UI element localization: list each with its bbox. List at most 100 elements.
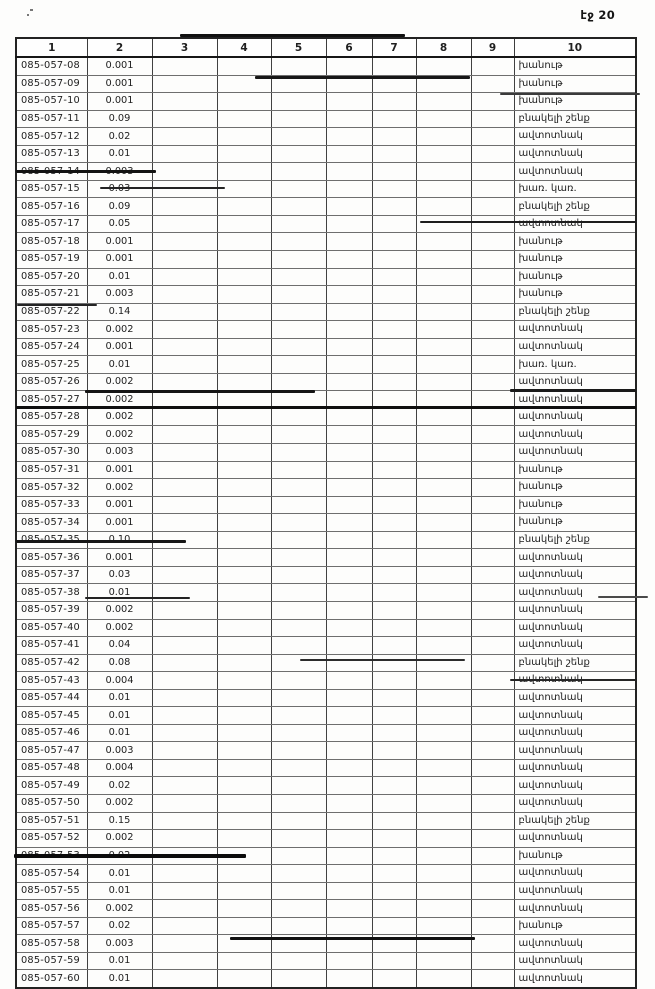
cell-3 (151, 530, 218, 550)
cell-6 (325, 793, 373, 813)
cell-7 (371, 267, 417, 287)
cell-8 (415, 127, 472, 146)
cell-8 (415, 706, 472, 725)
cell-7 (371, 600, 417, 620)
column-header-5: 5 (270, 37, 327, 58)
table-row: 085-057-17 0.05 ավտոտնակ (15, 214, 637, 234)
cell-8 (415, 583, 472, 602)
cell-3 (151, 407, 218, 427)
cell-6 (325, 320, 373, 339)
cell-4 (216, 881, 272, 901)
cell-4 (216, 390, 272, 409)
table-row: 085-057-31 0.001 խանութ (15, 460, 637, 480)
cell-use: բնակելի շենք (513, 530, 637, 550)
cell-9 (470, 636, 515, 655)
table-row: 085-057-18 0.001 խանութ (15, 232, 637, 252)
cell-code: 085-057-13 (15, 144, 88, 164)
cell-code: 085-057-38 (15, 583, 88, 602)
cell-4 (216, 916, 272, 936)
cell-8 (415, 320, 472, 339)
table-row: 085-057-29 0.002 ավտոտնակ (15, 425, 637, 445)
cell-4 (216, 864, 272, 883)
cell-use: ավտոտնակ (513, 951, 637, 971)
cell-value: 0.02 (86, 127, 153, 146)
cell-3 (151, 179, 218, 199)
cell-3 (151, 934, 218, 953)
cell-8 (415, 513, 472, 532)
cell-7 (371, 372, 417, 392)
cell-5 (270, 513, 327, 532)
cell-9 (470, 916, 515, 936)
cell-6 (325, 565, 373, 585)
cell-code: 085-057-41 (15, 636, 88, 655)
cell-8 (415, 618, 472, 638)
cell-6 (325, 372, 373, 392)
cell-6 (325, 267, 373, 287)
cell-7 (371, 425, 417, 445)
cell-6 (325, 934, 373, 953)
cell-3 (151, 618, 218, 638)
cell-code: 085-057-47 (15, 741, 88, 760)
cell-9 (470, 688, 515, 708)
cell-7 (371, 688, 417, 708)
cell-9 (470, 267, 515, 287)
cell-6 (325, 162, 373, 181)
cell-use: ավտոտնակ (513, 671, 637, 690)
cell-code: 085-057-55 (15, 881, 88, 901)
cell-8 (415, 793, 472, 813)
cell-5 (270, 811, 327, 831)
cell-use: բնակելի շենք (513, 197, 637, 216)
cell-6 (325, 951, 373, 971)
cell-code: 085-057-35 (15, 530, 88, 550)
cell-value: 0.03 (86, 179, 153, 199)
cell-9 (470, 899, 515, 918)
cell-value: 0.02 (86, 916, 153, 936)
cell-8 (415, 495, 472, 515)
cell-code: 085-057-21 (15, 285, 88, 304)
cell-9 (470, 495, 515, 515)
cell-4 (216, 74, 272, 94)
cell-3 (151, 916, 218, 936)
cell-9 (470, 127, 515, 146)
cell-9 (470, 565, 515, 585)
cell-use: խանութ (513, 56, 637, 76)
cell-use: ավտոտնակ (513, 881, 637, 901)
cell-use: խանութ (513, 495, 637, 515)
cell-9 (470, 179, 515, 199)
cell-value: 0.001 (86, 337, 153, 357)
table-row: 085-057-26 0.002 ավտոտնակ (15, 372, 637, 392)
cell-4 (216, 706, 272, 725)
cell-4 (216, 793, 272, 813)
column-header-2: 2 (86, 37, 153, 58)
cell-7 (371, 460, 417, 480)
cell-use: ավտոտնակ (513, 127, 637, 146)
cell-6 (325, 881, 373, 901)
cell-7 (371, 250, 417, 269)
cell-value: 0.01 (86, 688, 153, 708)
cell-9 (470, 285, 515, 304)
cell-value: 0.001 (86, 460, 153, 480)
cell-4 (216, 320, 272, 339)
cell-9 (470, 951, 515, 971)
cell-5 (270, 267, 327, 287)
table-row: 085-057-08 0.001 խանութ (15, 56, 637, 76)
cell-9 (470, 934, 515, 953)
column-header-9: 9 (470, 37, 515, 58)
table-row: 085-057-43 0.004 ավտոտնակ (15, 671, 637, 690)
cell-value: 0.001 (86, 232, 153, 252)
cell-3 (151, 723, 218, 743)
cell-6 (325, 214, 373, 234)
cell-9 (470, 548, 515, 567)
cell-7 (371, 706, 417, 725)
cell-value: 0.01 (86, 881, 153, 901)
cell-code: 085-057-32 (15, 478, 88, 497)
cell-3 (151, 74, 218, 94)
cell-8 (415, 723, 472, 743)
cell-8 (415, 92, 472, 111)
cell-3 (151, 776, 218, 795)
table-row: 085-057-12 0.02 ավտոտնակ (15, 127, 637, 146)
cell-9 (470, 758, 515, 778)
cell-7 (371, 144, 417, 164)
cell-7 (371, 179, 417, 199)
cell-use: ավտոտնակ (513, 864, 637, 883)
